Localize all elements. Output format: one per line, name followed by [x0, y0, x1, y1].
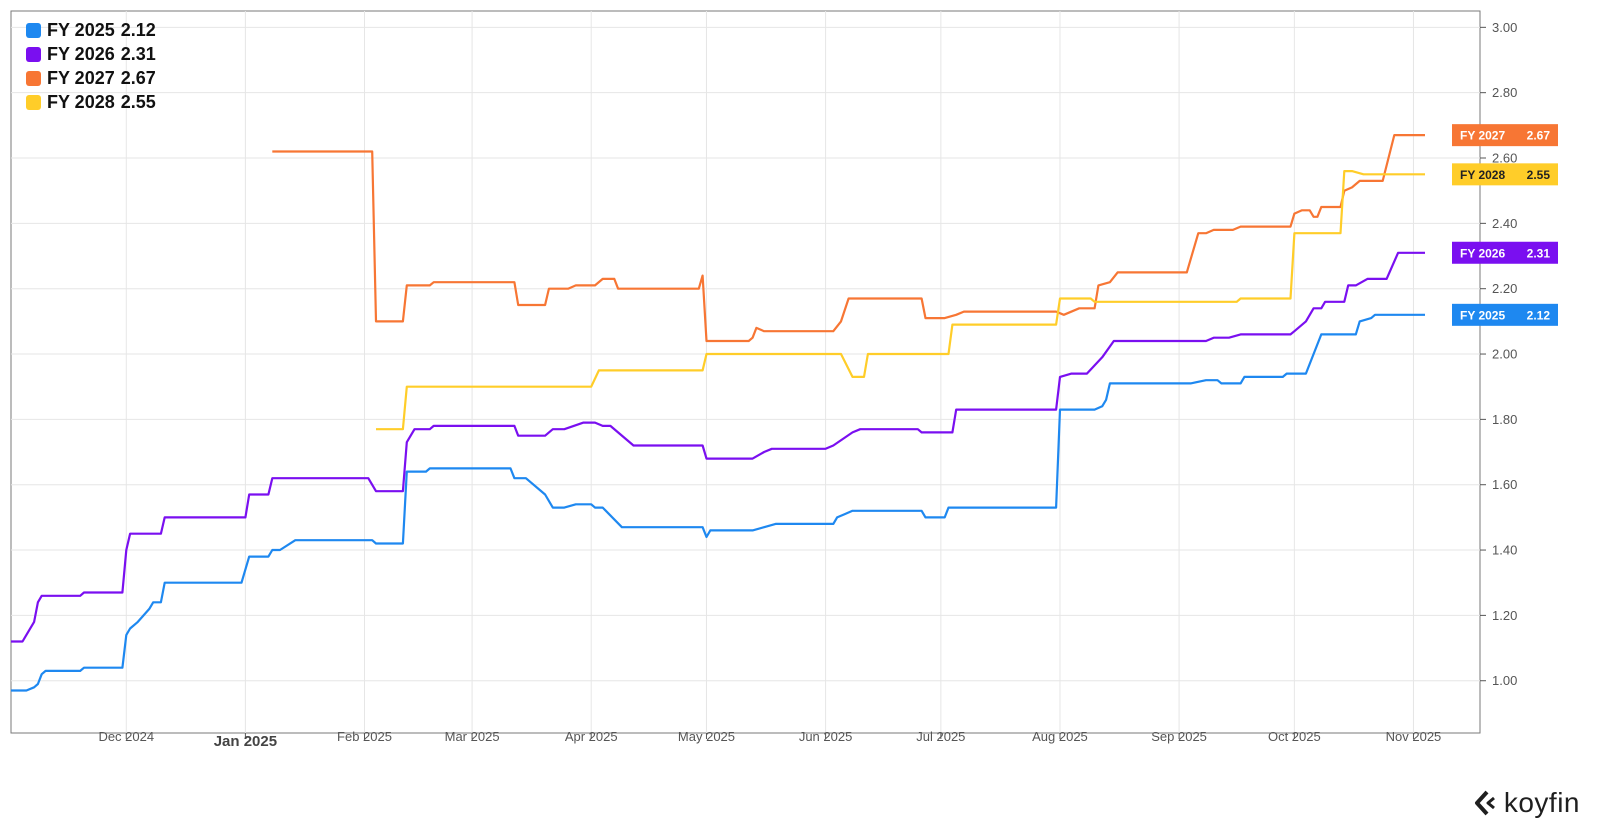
- last-value-tag: FY 2026 2.31: [1452, 241, 1558, 264]
- x-tick-label: Dec 2024: [98, 729, 154, 744]
- legend: FY 2025 2.12 FY 2026 2.31 FY 2027 2.67 FY 2028…: [26, 18, 156, 114]
- plot-frame: [10, 10, 1481, 734]
- legend-series-name: FY 2027: [47, 67, 115, 88]
- legend-label: FY 2028 2.55: [47, 92, 156, 113]
- last-value-tag-bg: [1452, 163, 1558, 186]
- legend-series-value: 2.55: [120, 91, 156, 112]
- x-tick-label: Jun 2025: [799, 729, 853, 744]
- last-value-tag: FY 2028 2.55: [1452, 163, 1558, 186]
- series-line-fy-2028: [376, 170, 1425, 431]
- y-tick-label: 2.60: [1492, 151, 1517, 166]
- x-tick-label: Oct 2025: [1268, 729, 1321, 744]
- legend-item[interactable]: FY 2025 2.12: [26, 18, 156, 42]
- legend-series-name: FY 2025: [47, 19, 115, 40]
- x-tick-label: Jan 2025: [214, 733, 277, 750]
- last-value-tag-name: FY 2025: [1460, 308, 1505, 322]
- x-tick-label: Apr 2025: [565, 729, 618, 744]
- legend-label: FY 2025 2.12: [47, 20, 156, 41]
- legend-series-name: FY 2028: [47, 91, 115, 112]
- last-value-tag-value: 2.12: [1527, 308, 1551, 322]
- x-tick-label: May 2025: [678, 729, 735, 744]
- y-tick-label: 1.80: [1492, 412, 1517, 427]
- y-tick-label: 1.20: [1492, 608, 1517, 623]
- x-tick-label: Mar 2025: [445, 729, 500, 744]
- legend-label: FY 2026 2.31: [47, 44, 156, 65]
- legend-series-value: 2.31: [120, 43, 156, 64]
- legend-series-value: 2.67: [120, 67, 156, 88]
- last-value-tag-value: 2.55: [1527, 168, 1551, 182]
- y-tick-label: 1.60: [1492, 477, 1517, 492]
- brand-name: koyfin: [1503, 787, 1580, 818]
- legend-item[interactable]: FY 2028 2.55: [26, 90, 156, 114]
- legend-swatch: [26, 22, 41, 38]
- last-value-tag-name: FY 2026: [1460, 246, 1505, 260]
- legend-label: FY 2027 2.67: [47, 68, 156, 89]
- series-lines: [11, 134, 1425, 692]
- legend-swatch: [26, 70, 41, 86]
- last-value-tags: FY 2025 2.12 FY 2026 2.31 FY 2027 2.67 FY 2028…: [1452, 124, 1558, 326]
- y-tick-label: 3.00: [1492, 20, 1517, 35]
- last-value-tag-bg: [1452, 241, 1558, 264]
- legend-swatch: [26, 94, 41, 110]
- last-value-tag-bg: [1452, 124, 1558, 147]
- last-value-tag-name: FY 2027: [1460, 129, 1505, 143]
- series-line-fy-2027: [272, 134, 1425, 343]
- last-value-tag: FY 2025 2.12: [1452, 303, 1558, 326]
- axis-ticks: 1.00 1.20 1.40 1.60 1.80 2.00 2.20 2.40 2.60 2.80…: [98, 20, 1517, 750]
- y-tick-label: 2.40: [1492, 216, 1517, 231]
- brand: koyfin: [1472, 787, 1580, 819]
- last-value-tag-value: 2.67: [1527, 129, 1551, 143]
- y-tick-label: 2.20: [1492, 281, 1517, 296]
- y-tick-label: 1.00: [1492, 673, 1517, 688]
- legend-swatch: [26, 46, 41, 62]
- y-tick-label: 1.40: [1492, 543, 1517, 558]
- x-tick-label: Sep 2025: [1151, 729, 1207, 744]
- series-line-fy-2025: [11, 313, 1425, 692]
- last-value-tag-name: FY 2028: [1460, 168, 1505, 182]
- legend-item[interactable]: FY 2026 2.31: [26, 42, 156, 66]
- legend-series-name: FY 2026: [47, 43, 115, 64]
- legend-series-value: 2.12: [120, 19, 156, 40]
- last-value-tag-value: 2.31: [1527, 246, 1551, 260]
- x-tick-label: Nov 2025: [1386, 729, 1442, 744]
- series-line-fy-2026: [11, 251, 1425, 643]
- x-tick-label: Jul 2025: [916, 729, 965, 744]
- last-value-tag: FY 2027 2.67: [1452, 124, 1558, 147]
- grid-lines: [11, 11, 1480, 733]
- koyfin-logo-icon: [1474, 790, 1495, 816]
- y-tick-label: 2.00: [1492, 347, 1517, 362]
- last-value-tag-bg: [1452, 303, 1558, 326]
- y-tick-label: 2.80: [1492, 85, 1517, 100]
- x-tick-label: Feb 2025: [337, 729, 392, 744]
- legend-item[interactable]: FY 2027 2.67: [26, 66, 156, 90]
- x-tick-label: Aug 2025: [1032, 729, 1088, 744]
